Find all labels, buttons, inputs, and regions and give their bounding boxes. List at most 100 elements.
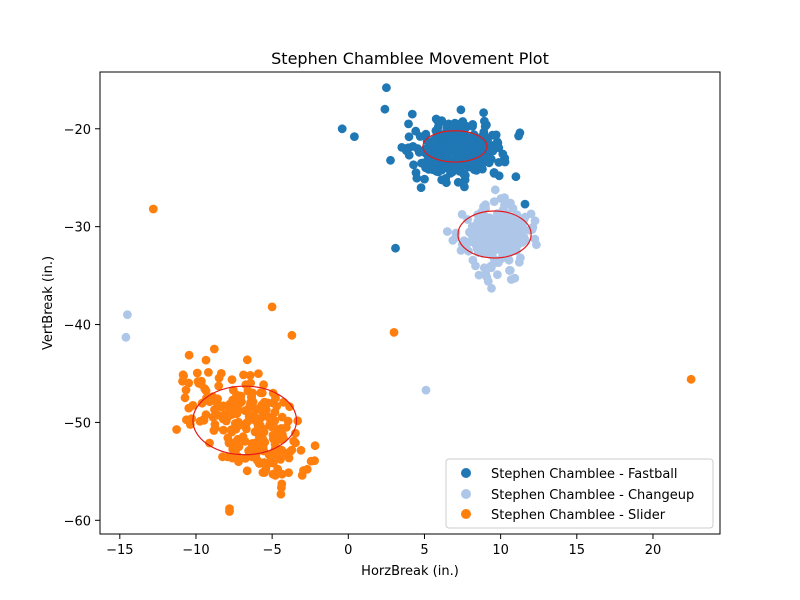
x-tick-label: 15 [569,543,586,558]
data-point [201,410,211,420]
data-point [259,405,269,415]
data-point [483,277,493,286]
data-point [408,142,418,151]
x-tick-label: 20 [645,543,662,558]
data-point [382,83,391,93]
data-point [285,402,294,412]
data-point [469,130,479,140]
data-point [465,227,474,237]
legend-label-fastball: Stephen Chamblee - Fastball [491,467,678,482]
data-point [252,416,261,426]
data-point [306,456,316,466]
data-point [418,158,428,168]
data-point [276,489,286,499]
series-0 [337,83,530,253]
data-point [182,415,191,425]
data-point [210,423,220,433]
data-point [270,435,280,445]
data-point [530,234,540,244]
data-point [490,238,500,248]
data-point [210,405,219,414]
legend-box [445,458,714,529]
data-point [380,104,390,114]
data-point [508,244,517,253]
data-point [420,174,429,184]
data-point [490,185,500,195]
data-point [491,230,500,240]
data-point [404,132,414,142]
data-point [456,105,466,115]
data-point [500,193,509,203]
chart-title: Stephen Chamblee Movement Plot [271,49,549,68]
data-point [412,173,422,183]
data-point [245,371,255,380]
data-point [267,302,277,312]
y-tick-label: −60 [64,514,91,529]
data-point [493,270,502,280]
data-point [224,438,234,448]
data-point [471,261,480,271]
data-point [474,270,484,280]
data-point [476,135,486,145]
data-point [429,135,439,145]
data-point [350,132,359,142]
data-point [258,424,268,434]
data-point [289,436,299,446]
data-point [226,410,235,420]
data-point [433,117,443,127]
data-point [489,168,499,177]
data-point [254,369,263,378]
data-point [423,152,433,162]
data-point [219,425,228,435]
x-tick-label: 0 [344,543,352,558]
data-point [297,471,307,480]
data-point [455,155,464,165]
legend-marker-slider [461,509,471,519]
y-tick-label: −50 [64,416,91,431]
legend: Stephen Chamblee - Fastball Stephen Cham… [445,458,714,529]
data-point [258,444,268,453]
data-point [242,355,252,365]
data-point [194,378,204,388]
data-point [218,414,228,424]
y-tick-label: −40 [64,319,91,334]
data-point [121,332,131,342]
x-axis: −15 −10 −5 0 5 10 15 20 [106,534,661,558]
data-point [386,155,395,165]
data-point [442,162,452,171]
data-point [192,368,202,378]
data-point [260,468,269,477]
data-point [287,330,297,340]
data-point [293,416,303,426]
data-point [489,197,499,207]
y-axis: −60 −50 −40 −30 −20 [64,123,100,529]
data-point [478,249,488,258]
ellipse-2 [192,385,298,456]
data-point [180,393,190,403]
data-point [238,432,248,442]
data-point [415,132,425,141]
data-point [302,464,312,474]
data-point [291,428,300,438]
legend-label-slider: Stephen Chamblee - Slider [491,508,666,523]
data-point [277,479,287,489]
data-point [494,158,504,167]
data-point [389,328,399,337]
data-point [225,399,235,409]
data-point [184,378,194,388]
data-point [239,370,248,380]
data-point [259,380,268,390]
data-point [181,385,191,395]
y-tick-label: −20 [64,123,91,138]
data-point [296,445,306,455]
data-point [172,425,182,434]
data-point [505,200,515,210]
x-tick-label: −5 [263,543,282,558]
data-point [227,375,237,384]
data-point [241,420,251,430]
data-point [453,177,463,187]
data-point [471,227,481,237]
x-tick-label: 5 [420,543,428,558]
data-point [490,130,500,140]
data-point [223,452,233,462]
